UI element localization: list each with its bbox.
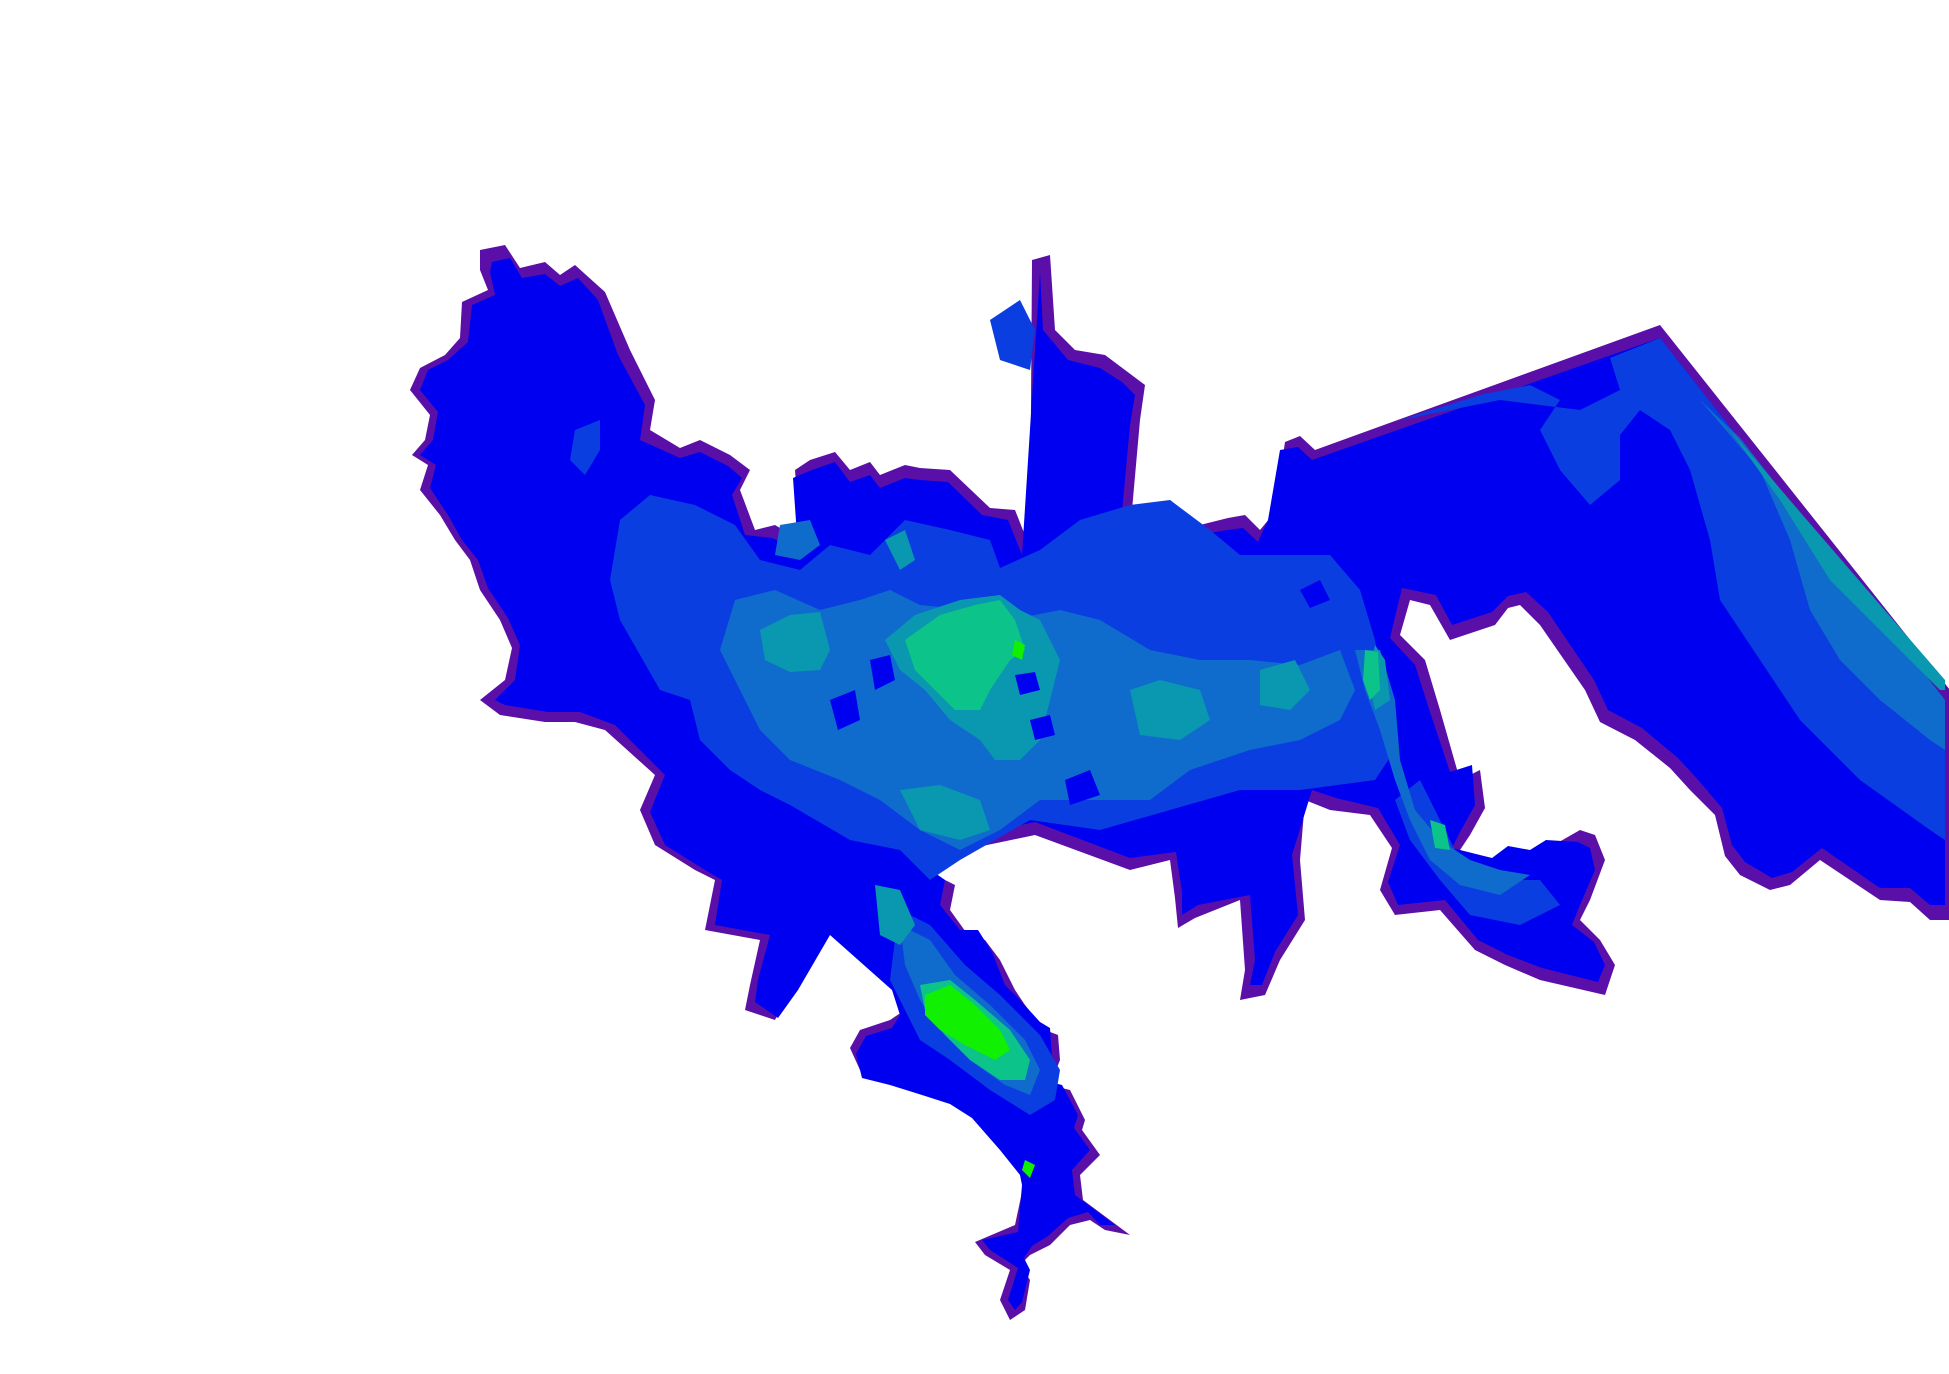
- pocket-1: [870, 655, 895, 690]
- region-level-6-small: [1012, 640, 1025, 660]
- contour-low-pockets: [830, 455, 1330, 805]
- region-level-6-peak: [925, 985, 1010, 1060]
- region-level-4-mid-east: [1260, 660, 1310, 710]
- pocket-5: [1060, 455, 1095, 485]
- region-level-2-stream: [1395, 780, 1560, 925]
- region-level-5-stream: [1363, 650, 1380, 700]
- region-level-5-stream-lower: [1430, 820, 1450, 850]
- pocket-4: [1065, 770, 1100, 805]
- region-level-4-north: [885, 530, 915, 570]
- region-level-5-center: [905, 600, 1025, 710]
- region-level-2-east: [1400, 338, 1945, 840]
- pocket-3: [830, 690, 860, 730]
- region-level-4-lower: [900, 785, 990, 840]
- region-level-4-right: [1130, 680, 1210, 740]
- region-level-3-east: [1700, 400, 1945, 750]
- region-level-2-north: [990, 300, 1035, 370]
- pocket-2: [1015, 672, 1040, 695]
- region-level-2-northwest: [570, 420, 600, 475]
- contour-level-6: [925, 640, 1035, 1178]
- region-level-4-east-band: [1730, 430, 1945, 690]
- region-level-4-left: [760, 612, 830, 672]
- region-level-3-west-patch: [775, 520, 820, 560]
- pocket-7: [1030, 715, 1055, 740]
- region-level-6-tiny: [1022, 1160, 1035, 1178]
- region-level-4-south-neck: [875, 885, 915, 945]
- pocket-6: [1300, 580, 1330, 608]
